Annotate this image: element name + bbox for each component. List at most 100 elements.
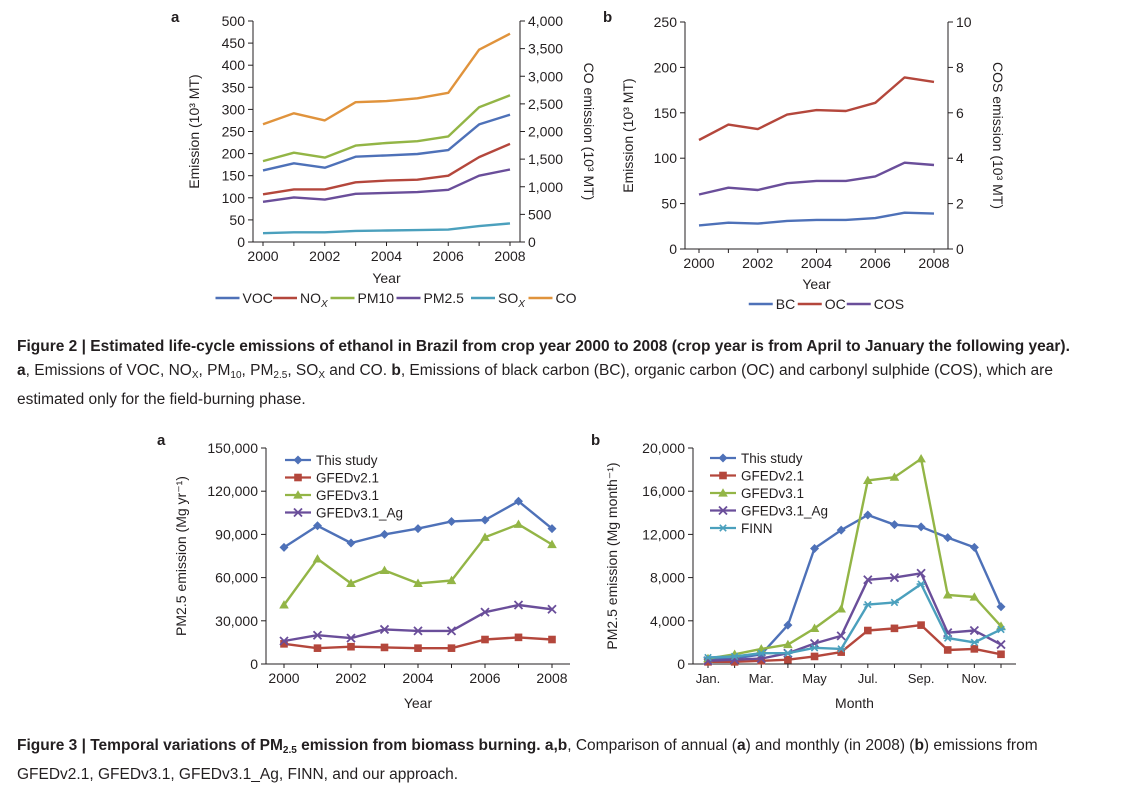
data-point — [810, 543, 820, 553]
data-point — [784, 655, 792, 664]
figure2-text: , Emissions of VOC, NO — [25, 362, 192, 379]
y-tick-label: 60,000 — [215, 570, 258, 586]
data-point — [481, 635, 489, 644]
y-tick-label: 500 — [222, 13, 246, 29]
data-point — [916, 522, 926, 532]
data-point — [312, 630, 323, 640]
legend-label: FINN — [741, 521, 773, 536]
data-point — [313, 644, 322, 652]
legend-label: GFEDv3.1_Ag — [316, 506, 403, 521]
y-tick-label: 200 — [654, 59, 678, 75]
data-point — [414, 644, 422, 652]
x-tick-label: 2002 — [309, 248, 340, 264]
data-point — [889, 472, 900, 481]
data-point — [293, 490, 303, 499]
legend-label: GFEDv3.1_Ag — [741, 504, 828, 519]
data-point — [718, 505, 728, 516]
legend-label: OC — [825, 296, 846, 312]
x-tick-label: 2000 — [247, 248, 278, 264]
figure2-text: , Emissions of black carbon (BC), organi… — [17, 362, 1053, 408]
data-point — [480, 607, 490, 617]
x-tick-label: 2008 — [918, 255, 949, 271]
y-tick-label: 20,000 — [642, 440, 685, 456]
y-tick-label: 0 — [237, 234, 245, 250]
data-point — [970, 645, 979, 653]
y2-axis-title: CO emission (10³ MT) — [581, 63, 597, 201]
legend-label: GFEDv2.1 — [741, 469, 804, 484]
figure2-sub: X — [318, 370, 325, 381]
data-point — [703, 653, 713, 662]
series-line-co — [262, 32, 511, 126]
data-point — [413, 524, 423, 534]
data-point — [996, 602, 1006, 612]
fig2a-panel-label: a — [171, 9, 180, 26]
y-tick-label: 150,000 — [207, 440, 258, 456]
y2-tick-label: 6 — [956, 105, 964, 121]
data-point — [863, 475, 873, 484]
y-tick-label: 0 — [669, 241, 677, 257]
data-point — [446, 575, 457, 585]
y2-tick-label: 8 — [956, 59, 964, 75]
series-line-cos — [698, 161, 935, 196]
y2-tick-label: 10 — [956, 14, 972, 30]
x-tick-label: 2000 — [683, 255, 714, 271]
data-point — [346, 578, 356, 587]
y2-tick-label: 2,500 — [528, 96, 563, 112]
data-point — [969, 592, 980, 601]
figure2-a-label: a — [17, 362, 26, 379]
y2-tick-label: 4 — [956, 150, 964, 166]
y-axis-title: Emission (10³ MT) — [186, 74, 202, 188]
data-point — [969, 638, 979, 647]
fig3a-panel-label: a — [157, 432, 166, 449]
data-point — [864, 626, 872, 635]
data-point — [730, 658, 739, 666]
data-point — [917, 621, 925, 629]
figure2-sub: X — [191, 370, 199, 381]
data-point — [447, 644, 456, 652]
y2-tick-label: 0 — [956, 241, 964, 257]
y-tick-label: 0 — [677, 656, 685, 672]
series-line-pm2-5 — [262, 168, 511, 203]
series-line-sox — [262, 222, 511, 235]
y-axis-title: Emission (10³ MT) — [620, 78, 636, 192]
data-point — [997, 650, 1005, 659]
y-tick-label: 0 — [250, 656, 258, 672]
legend-label: PM10 — [358, 290, 395, 306]
legend-label: This study — [741, 451, 803, 466]
x-tick-label: May — [802, 671, 827, 686]
y-tick-label: 200 — [222, 146, 246, 162]
legend-label: NOX — [300, 290, 328, 310]
figure3-text: ) and monthly (in 2008) ( — [745, 737, 915, 754]
legend-label: GFEDv3.1 — [741, 486, 804, 501]
data-point — [863, 510, 873, 520]
data-point — [810, 644, 820, 652]
y-tick-label: 250 — [222, 124, 246, 140]
data-point — [916, 568, 926, 578]
data-point — [836, 604, 846, 613]
figure2-title: Figure 2 | Estimated life-cycle emission… — [17, 338, 1070, 355]
data-point — [293, 455, 303, 465]
data-point — [480, 515, 490, 525]
x-tick-label: 2008 — [494, 248, 525, 264]
data-point — [836, 631, 846, 641]
data-point — [548, 635, 556, 644]
fig3b-panel-label: b — [591, 432, 601, 449]
x-tick-label: 2000 — [268, 670, 299, 686]
y-tick-label: 250 — [654, 14, 678, 30]
figure2-text: , SO — [287, 362, 319, 379]
y-tick-label: 350 — [222, 79, 246, 95]
data-point — [293, 507, 303, 518]
data-point — [513, 600, 524, 610]
y-tick-label: 400 — [222, 57, 246, 73]
data-point — [969, 625, 980, 636]
data-point — [916, 454, 926, 463]
x-tick-label: 2002 — [742, 255, 773, 271]
data-point — [280, 640, 288, 648]
data-point — [413, 626, 423, 636]
data-point — [863, 575, 873, 585]
y-tick-label: 16,000 — [642, 483, 685, 499]
data-point — [446, 626, 457, 636]
data-point — [783, 639, 793, 649]
data-point — [943, 634, 953, 642]
